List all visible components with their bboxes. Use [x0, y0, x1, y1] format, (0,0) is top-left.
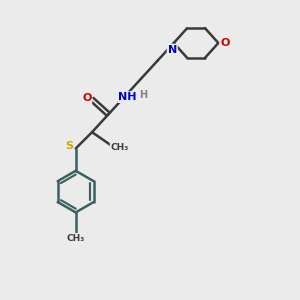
Text: CH₃: CH₃ [111, 142, 129, 152]
Text: S: S [65, 140, 73, 151]
Text: O: O [82, 93, 92, 103]
Text: O: O [220, 38, 230, 48]
Text: NH: NH [118, 92, 137, 102]
Text: H: H [139, 90, 147, 100]
Text: N: N [168, 44, 177, 55]
Text: CH₃: CH₃ [67, 234, 85, 243]
